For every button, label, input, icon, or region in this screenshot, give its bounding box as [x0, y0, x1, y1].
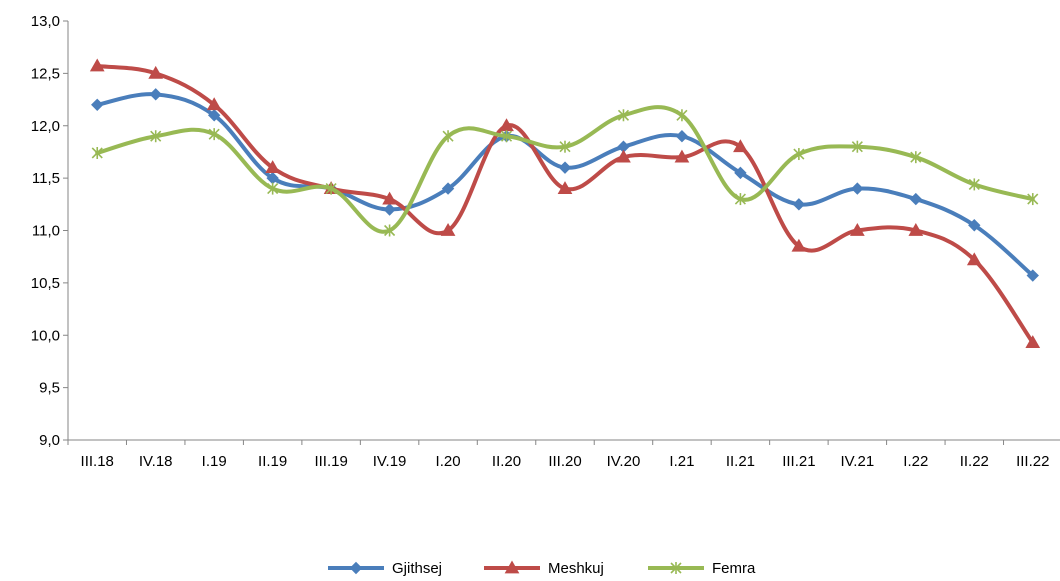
x-tick-label: II.20: [492, 453, 521, 470]
data-point: [558, 161, 572, 174]
data-point: [792, 198, 806, 211]
x-tick-label: I.20: [436, 453, 461, 470]
legend-marker: [504, 560, 520, 574]
x-tick-label: IV.18: [139, 453, 173, 470]
data-point: [148, 65, 164, 79]
legend-item-femra: Femra: [648, 560, 756, 577]
x-tick-label: IV.19: [373, 453, 407, 470]
data-point: [617, 109, 630, 122]
data-point: [793, 148, 805, 161]
data-point: [441, 182, 455, 195]
y-tick-label: 11,5: [32, 170, 60, 187]
series-line: [95, 64, 1035, 345]
x-tick-label: IV.20: [607, 453, 641, 470]
data-point: [674, 149, 690, 163]
data-point: [733, 139, 748, 153]
data-point: [734, 166, 747, 180]
data-point: [849, 222, 865, 236]
x-tick-label: II.19: [258, 453, 287, 470]
x-tick-label: III.21: [782, 453, 815, 470]
x-tick-label: I.21: [669, 453, 694, 470]
data-point: [851, 182, 864, 195]
data-point: [440, 222, 456, 236]
data-point: [442, 130, 454, 143]
data-point: [382, 191, 397, 205]
series-layer: [89, 58, 1041, 348]
x-tick-label: III.19: [314, 453, 347, 470]
x-tick-label: II.22: [960, 453, 989, 470]
x-tick-label: I.22: [903, 453, 928, 470]
data-point: [383, 203, 396, 216]
data-point: [966, 252, 982, 266]
data-point: [908, 222, 924, 236]
legend-label: Gjithsej: [392, 560, 442, 577]
series-femra: [91, 105, 1039, 237]
x-tick-label: III.20: [548, 453, 581, 470]
y-tick-label: 11,0: [32, 223, 60, 240]
data-point: [265, 160, 281, 174]
legend-marker: [670, 562, 682, 574]
data-point: [1026, 269, 1039, 282]
legend-label: Meshkuj: [548, 560, 604, 577]
data-point: [267, 182, 279, 195]
data-point: [675, 130, 689, 143]
legend-marker: [349, 561, 363, 575]
data-point: [676, 109, 688, 122]
data-point: [968, 219, 981, 232]
x-tick-label: II.21: [726, 453, 755, 470]
x-tick-label: IV.21: [841, 453, 875, 470]
y-tick-label: 10,0: [31, 327, 60, 344]
series-meshkuj: [89, 58, 1041, 348]
y-tick-label: 12,0: [31, 118, 60, 135]
data-point: [909, 192, 923, 206]
data-point: [150, 130, 162, 143]
y-tick-label: 9,5: [39, 380, 60, 397]
data-point: [851, 140, 863, 153]
x-axis-ticks: III.18 IV.18 I.19 II.19 III.19 IV.19 I.20 II.20…: [67, 440, 1049, 470]
data-point: [91, 146, 103, 159]
y-tick-label: 13,0: [31, 13, 60, 30]
data-point: [325, 182, 337, 195]
data-point: [559, 140, 571, 153]
x-tick-label: I.19: [202, 453, 227, 470]
data-point: [1027, 193, 1039, 206]
data-point: [910, 151, 922, 164]
data-point: [207, 109, 221, 122]
data-point: [616, 149, 631, 163]
legend-item-meshkuj: Meshkuj: [484, 560, 604, 577]
x-tick-label: III.18: [81, 453, 114, 470]
data-point: [791, 238, 807, 252]
data-point: [384, 224, 396, 237]
legend-item-gjithsej: Gjithsej: [328, 560, 442, 577]
series-gjithsej: [91, 88, 1039, 282]
y-tick-label: 12,5: [31, 65, 60, 82]
y-tick-label: 10,5: [31, 275, 60, 292]
y-tick-label: 9,0: [39, 432, 60, 449]
legend-label: Femra: [712, 560, 756, 577]
data-point: [206, 97, 222, 111]
legend: Gjithsej Meshkuj Femra: [328, 560, 756, 577]
data-point: [91, 98, 104, 112]
data-point: [149, 88, 162, 101]
data-point: [208, 128, 220, 141]
x-tick-label: III.22: [1016, 453, 1049, 470]
data-point: [557, 181, 573, 194]
data-point: [1025, 335, 1041, 348]
data-point: [968, 178, 980, 191]
data-point: [89, 58, 105, 72]
y-axis-ticks: 9,0 9,5 10,0 10,5 11,0 11,5 12,0 12,5 13,0: [31, 13, 68, 449]
data-point: [734, 193, 746, 206]
data-point: [500, 130, 513, 143]
